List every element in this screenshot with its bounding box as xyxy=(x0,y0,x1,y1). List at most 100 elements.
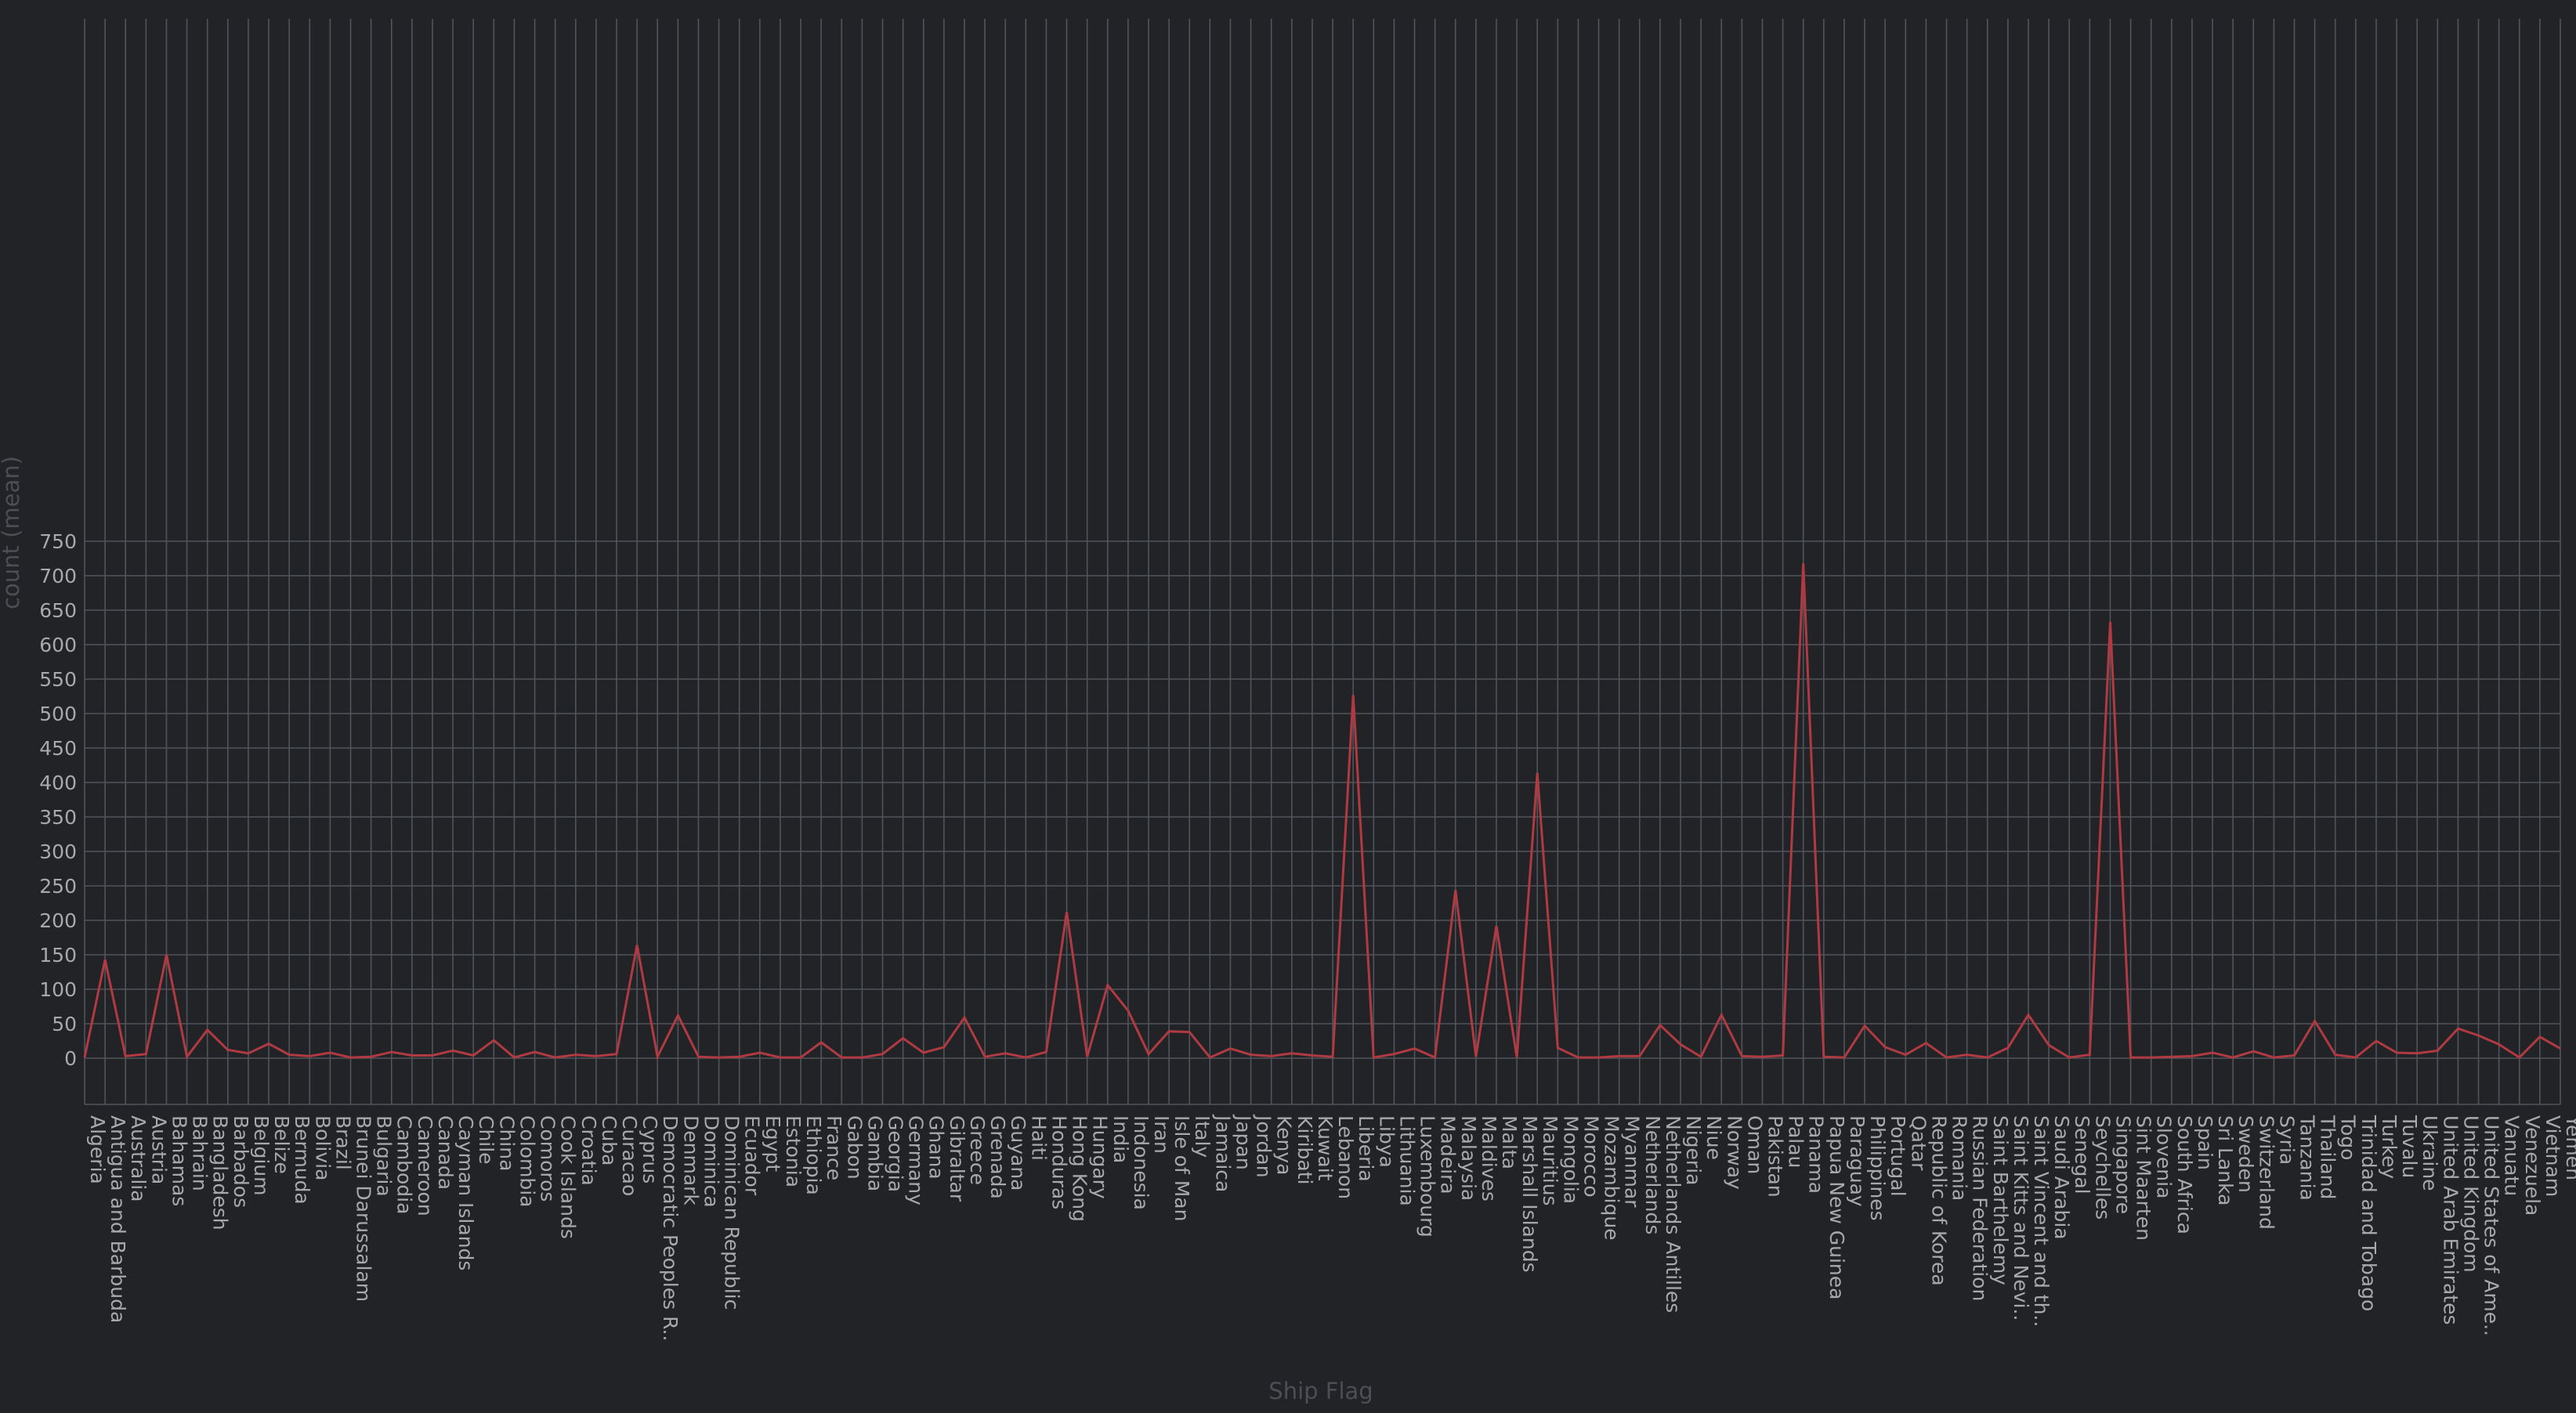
x-tick-label: Norway xyxy=(1723,1115,1746,1190)
x-tick-label: Vanuatu xyxy=(2501,1115,2524,1196)
x-tick-label: Slovenia xyxy=(2153,1115,2176,1198)
y-tick-label: 450 xyxy=(39,737,77,760)
x-tick-label: Saudi Arabia xyxy=(2050,1115,2073,1240)
x-tick-label: Qatar xyxy=(1907,1115,1930,1171)
x-tick-label: Estonia xyxy=(782,1115,805,1187)
x-tick-label: Niue xyxy=(1702,1115,1725,1160)
x-tick-label: Indonesia xyxy=(1130,1115,1152,1210)
x-tick-label: Liberia xyxy=(1355,1115,1377,1182)
x-tick-label: Portugal xyxy=(1887,1115,1909,1197)
x-tick-label: Russian Federation xyxy=(1969,1115,1992,1301)
x-tick-label: Jamaica xyxy=(1211,1114,1234,1192)
x-tick-label: Canada xyxy=(434,1115,457,1190)
x-tick-label: Palau xyxy=(1785,1115,1807,1168)
x-tick-label: Ghana xyxy=(925,1115,948,1180)
y-tick-label: 350 xyxy=(39,806,77,829)
x-tick-label: Guyana xyxy=(1007,1115,1029,1191)
x-tick-label: Grenada xyxy=(986,1115,1009,1199)
x-tick-label: Bolivia xyxy=(311,1115,334,1180)
x-tick-label: Bermuda xyxy=(291,1115,313,1205)
x-tick-label: Nigeria xyxy=(1682,1115,1705,1185)
x-tick-label: Sri Lanka xyxy=(2214,1115,2237,1206)
x-tick-label: Hong Kong xyxy=(1069,1115,1091,1222)
y-tick-label: 700 xyxy=(39,565,77,587)
grid xyxy=(84,19,2561,1105)
x-tick-label: Egypt xyxy=(762,1115,784,1172)
x-tick-label: China xyxy=(495,1115,518,1171)
y-tick-label: 750 xyxy=(39,530,77,553)
x-tick-label: Netherlands Antilles xyxy=(1662,1115,1684,1313)
x-tick-label: Denmark xyxy=(679,1115,702,1205)
y-tick-label: 650 xyxy=(39,599,77,622)
x-tick-label: Dominican Republic xyxy=(721,1115,743,1310)
x-tick-label: Dominica xyxy=(700,1115,722,1208)
y-axis-title: count (mean) xyxy=(0,456,24,609)
x-tick-label: Algeria xyxy=(86,1115,109,1184)
x-tick-label: Turkey xyxy=(2378,1115,2401,1180)
x-tick-label: Cook Islands xyxy=(557,1115,580,1239)
y-axis: 0 50 100 150 200 250 300 350 400 450 500 550 600 650 7… xyxy=(39,530,77,1070)
x-tick-label: Bulgaria xyxy=(373,1115,396,1197)
x-tick-label: Madeira xyxy=(1437,1115,1460,1194)
x-tick-label: Saint Vincent and th.. xyxy=(2030,1115,2053,1327)
x-tick-label: Bahrain xyxy=(189,1115,212,1191)
x-tick-label: Papua New Guinea xyxy=(1825,1115,1848,1299)
x-tick-label: Yemen xyxy=(2562,1115,2576,1180)
x-tick-label: Cameroon xyxy=(414,1115,436,1216)
x-tick-label: Malta xyxy=(1498,1115,1521,1169)
x-tick-label: Isle of Man xyxy=(1170,1115,1193,1221)
x-tick-label: Sint Maarten xyxy=(2133,1115,2155,1241)
y-tick-label: 250 xyxy=(39,875,77,898)
x-tick-label: Antigua and Barbuda xyxy=(107,1115,129,1323)
x-tick-label: Honduras xyxy=(1047,1115,1070,1209)
x-tick-label: Japan xyxy=(1232,1114,1254,1170)
x-tick-label: Barbados xyxy=(230,1115,252,1208)
x-tick-label: Oman xyxy=(1743,1115,1766,1174)
x-tick-label: Germany xyxy=(905,1115,928,1205)
x-tick-label: Belgium xyxy=(250,1115,273,1196)
x-tick-label: United Arab Emirates xyxy=(2439,1115,2462,1325)
x-tick-label: Austria xyxy=(147,1115,170,1184)
x-tick-label: Tuvalu xyxy=(2398,1115,2421,1178)
x-tick-label: Mauritius xyxy=(1539,1115,1561,1206)
x-tick-label: Brunei Darussalam xyxy=(353,1115,375,1302)
x-tick-label: Switzerland xyxy=(2255,1115,2278,1230)
x-tick-label: Greece xyxy=(966,1115,989,1185)
x-tick-label: Haiti xyxy=(1027,1115,1050,1161)
x-tick-label: Cuba xyxy=(598,1115,620,1166)
x-tick-label: Colombia xyxy=(516,1115,538,1207)
x-tick-label: Georgia xyxy=(885,1115,907,1192)
x-tick-label: United States of Ame.. xyxy=(2480,1115,2503,1336)
x-tick-label: Tanzania xyxy=(2296,1115,2318,1201)
x-tick-label: Curacao xyxy=(618,1115,641,1196)
y-tick-label: 100 xyxy=(39,978,77,1001)
x-tick-label: Gambia xyxy=(863,1115,886,1191)
x-tick-label: Croatia xyxy=(577,1115,600,1186)
x-tick-label: Bangladesh xyxy=(209,1115,232,1231)
x-tick-label: Saint Barthelemy xyxy=(1989,1115,2012,1285)
y-tick-label: 550 xyxy=(39,668,77,691)
x-tick-label: Morocco xyxy=(1579,1115,1602,1198)
y-tick-label: 400 xyxy=(39,772,77,794)
x-tick-label: Pakistan xyxy=(1764,1115,1786,1198)
x-tick-label: Iran xyxy=(1150,1115,1173,1154)
x-tick-label: Kuwait xyxy=(1314,1115,1337,1181)
x-tick-label: Saint Kitts and Nevi.. xyxy=(2010,1115,2032,1321)
x-tick-label: Democratic Peoples R.. xyxy=(659,1115,682,1341)
y-tick-label: 300 xyxy=(39,840,77,863)
x-tick-label: Chile xyxy=(475,1115,497,1165)
x-tick-label: Seychelles xyxy=(2091,1115,2114,1220)
x-tick-label: Gabon xyxy=(843,1115,866,1180)
x-tick-label: Ukraine xyxy=(2419,1115,2441,1191)
x-tick-label: South Africa xyxy=(2173,1115,2196,1234)
x-tick-label: Lithuania xyxy=(1395,1115,1418,1206)
x-tick-label: Thailand xyxy=(2317,1115,2339,1199)
x-tick-label: India xyxy=(1109,1115,1132,1163)
x-tick-label: Panama xyxy=(1805,1115,1828,1194)
x-tick-label: Kenya xyxy=(1273,1115,1296,1176)
x-tick-label: Republic of Korea xyxy=(1927,1115,1950,1286)
x-tick-label: Kiribati xyxy=(1293,1115,1316,1185)
